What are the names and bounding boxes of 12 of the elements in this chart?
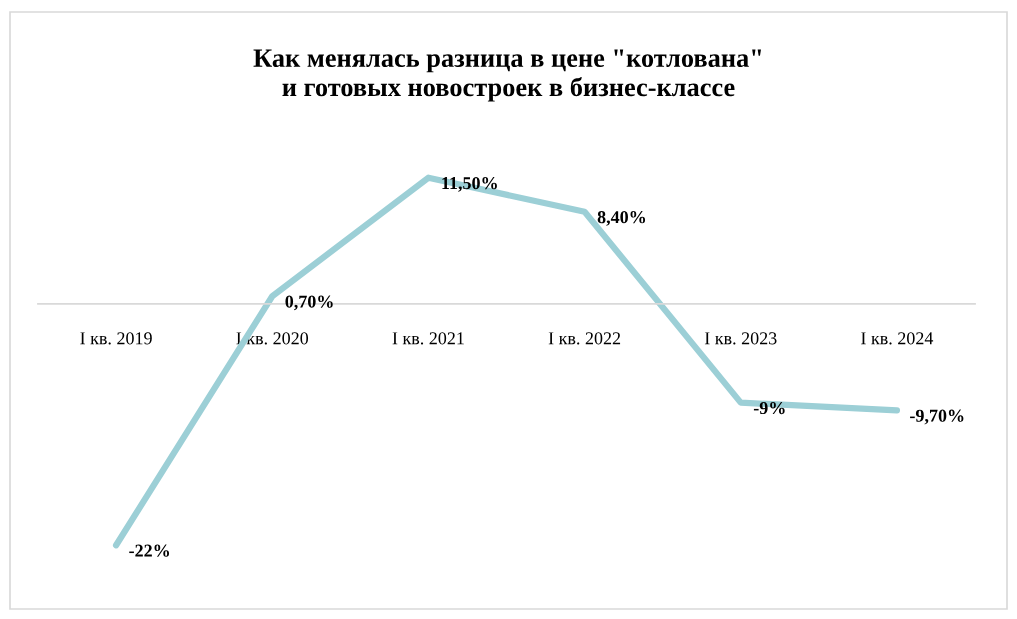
x-tick-label: I кв. 2021 xyxy=(392,332,464,345)
x-tick-label: I кв. 2022 xyxy=(548,332,621,345)
data-label: -9,70% xyxy=(910,409,964,425)
x-tick-label: I кв. 2019 xyxy=(80,332,152,345)
x-tick-label: I кв. 2024 xyxy=(861,332,934,345)
chart-title: Как менялась разница в цене "котлована" и готовых новостроек в бизнес-классе xyxy=(253,49,761,102)
data-label: -22% xyxy=(129,544,170,557)
x-tick-label: I кв. 2023 xyxy=(704,332,777,345)
data-label: 0,70% xyxy=(285,295,333,311)
data-label: 11,50% xyxy=(442,177,497,192)
data-label: 8,40% xyxy=(597,211,646,226)
data-label: -9% xyxy=(753,401,785,415)
